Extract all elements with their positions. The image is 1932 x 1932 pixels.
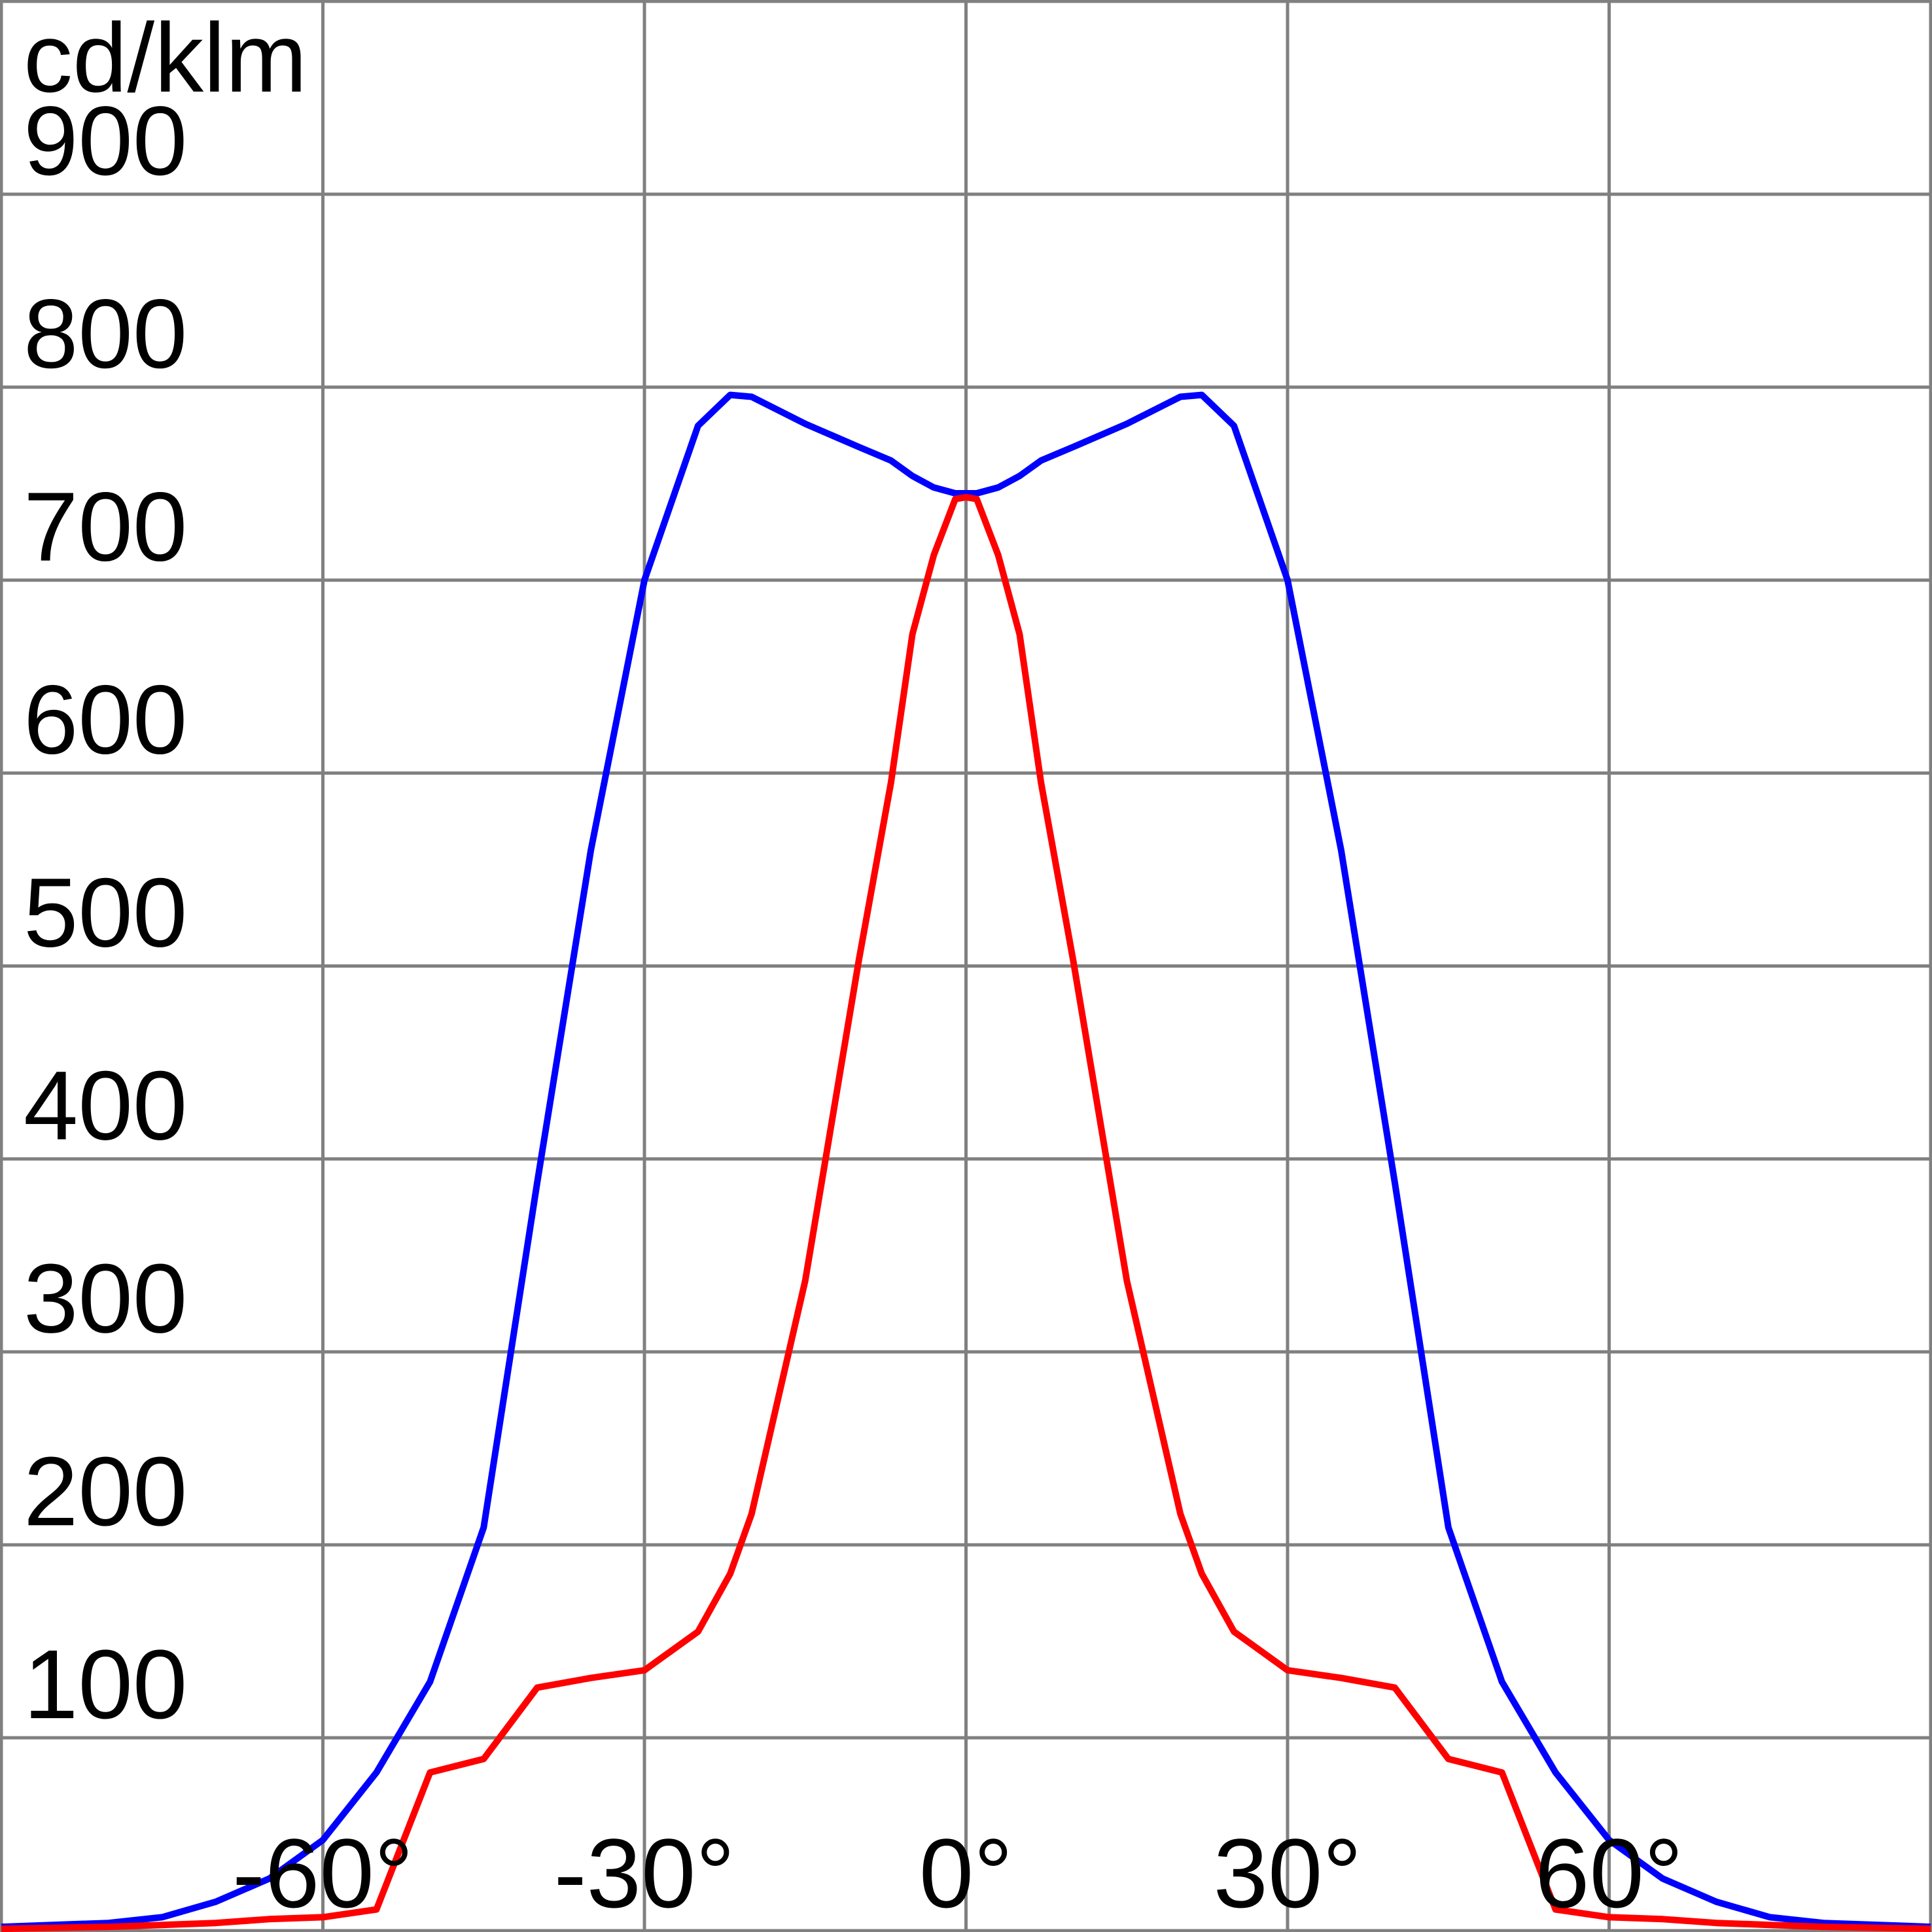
x-tick-label: 60° xyxy=(1535,1818,1683,1928)
y-tick-label: 500 xyxy=(24,858,187,968)
series-line xyxy=(1,493,1931,1932)
y-tick-label: 400 xyxy=(24,1050,187,1160)
y-tick-label: 800 xyxy=(24,279,187,389)
y-tick-label: 600 xyxy=(24,665,187,775)
y-tick-label: 300 xyxy=(24,1243,187,1353)
x-tick-label: 0° xyxy=(919,1818,1013,1928)
x-tick-label: 30° xyxy=(1214,1818,1362,1928)
y-tick-label: 200 xyxy=(24,1436,187,1546)
x-tick-label: -30° xyxy=(554,1818,735,1928)
series-line xyxy=(1,391,1931,1931)
y-axis-label: cd/klm xyxy=(24,3,307,113)
y-tick-label: 700 xyxy=(24,472,187,582)
lines xyxy=(1,391,1931,1932)
y-tick-label: 900 xyxy=(24,86,187,196)
x-tick-label: -60° xyxy=(232,1818,413,1928)
y-tick-label: 100 xyxy=(24,1629,187,1739)
labels: cd/klm 100 200 300 400 500 600 700 800 900 -60° -3… xyxy=(24,3,1683,1928)
